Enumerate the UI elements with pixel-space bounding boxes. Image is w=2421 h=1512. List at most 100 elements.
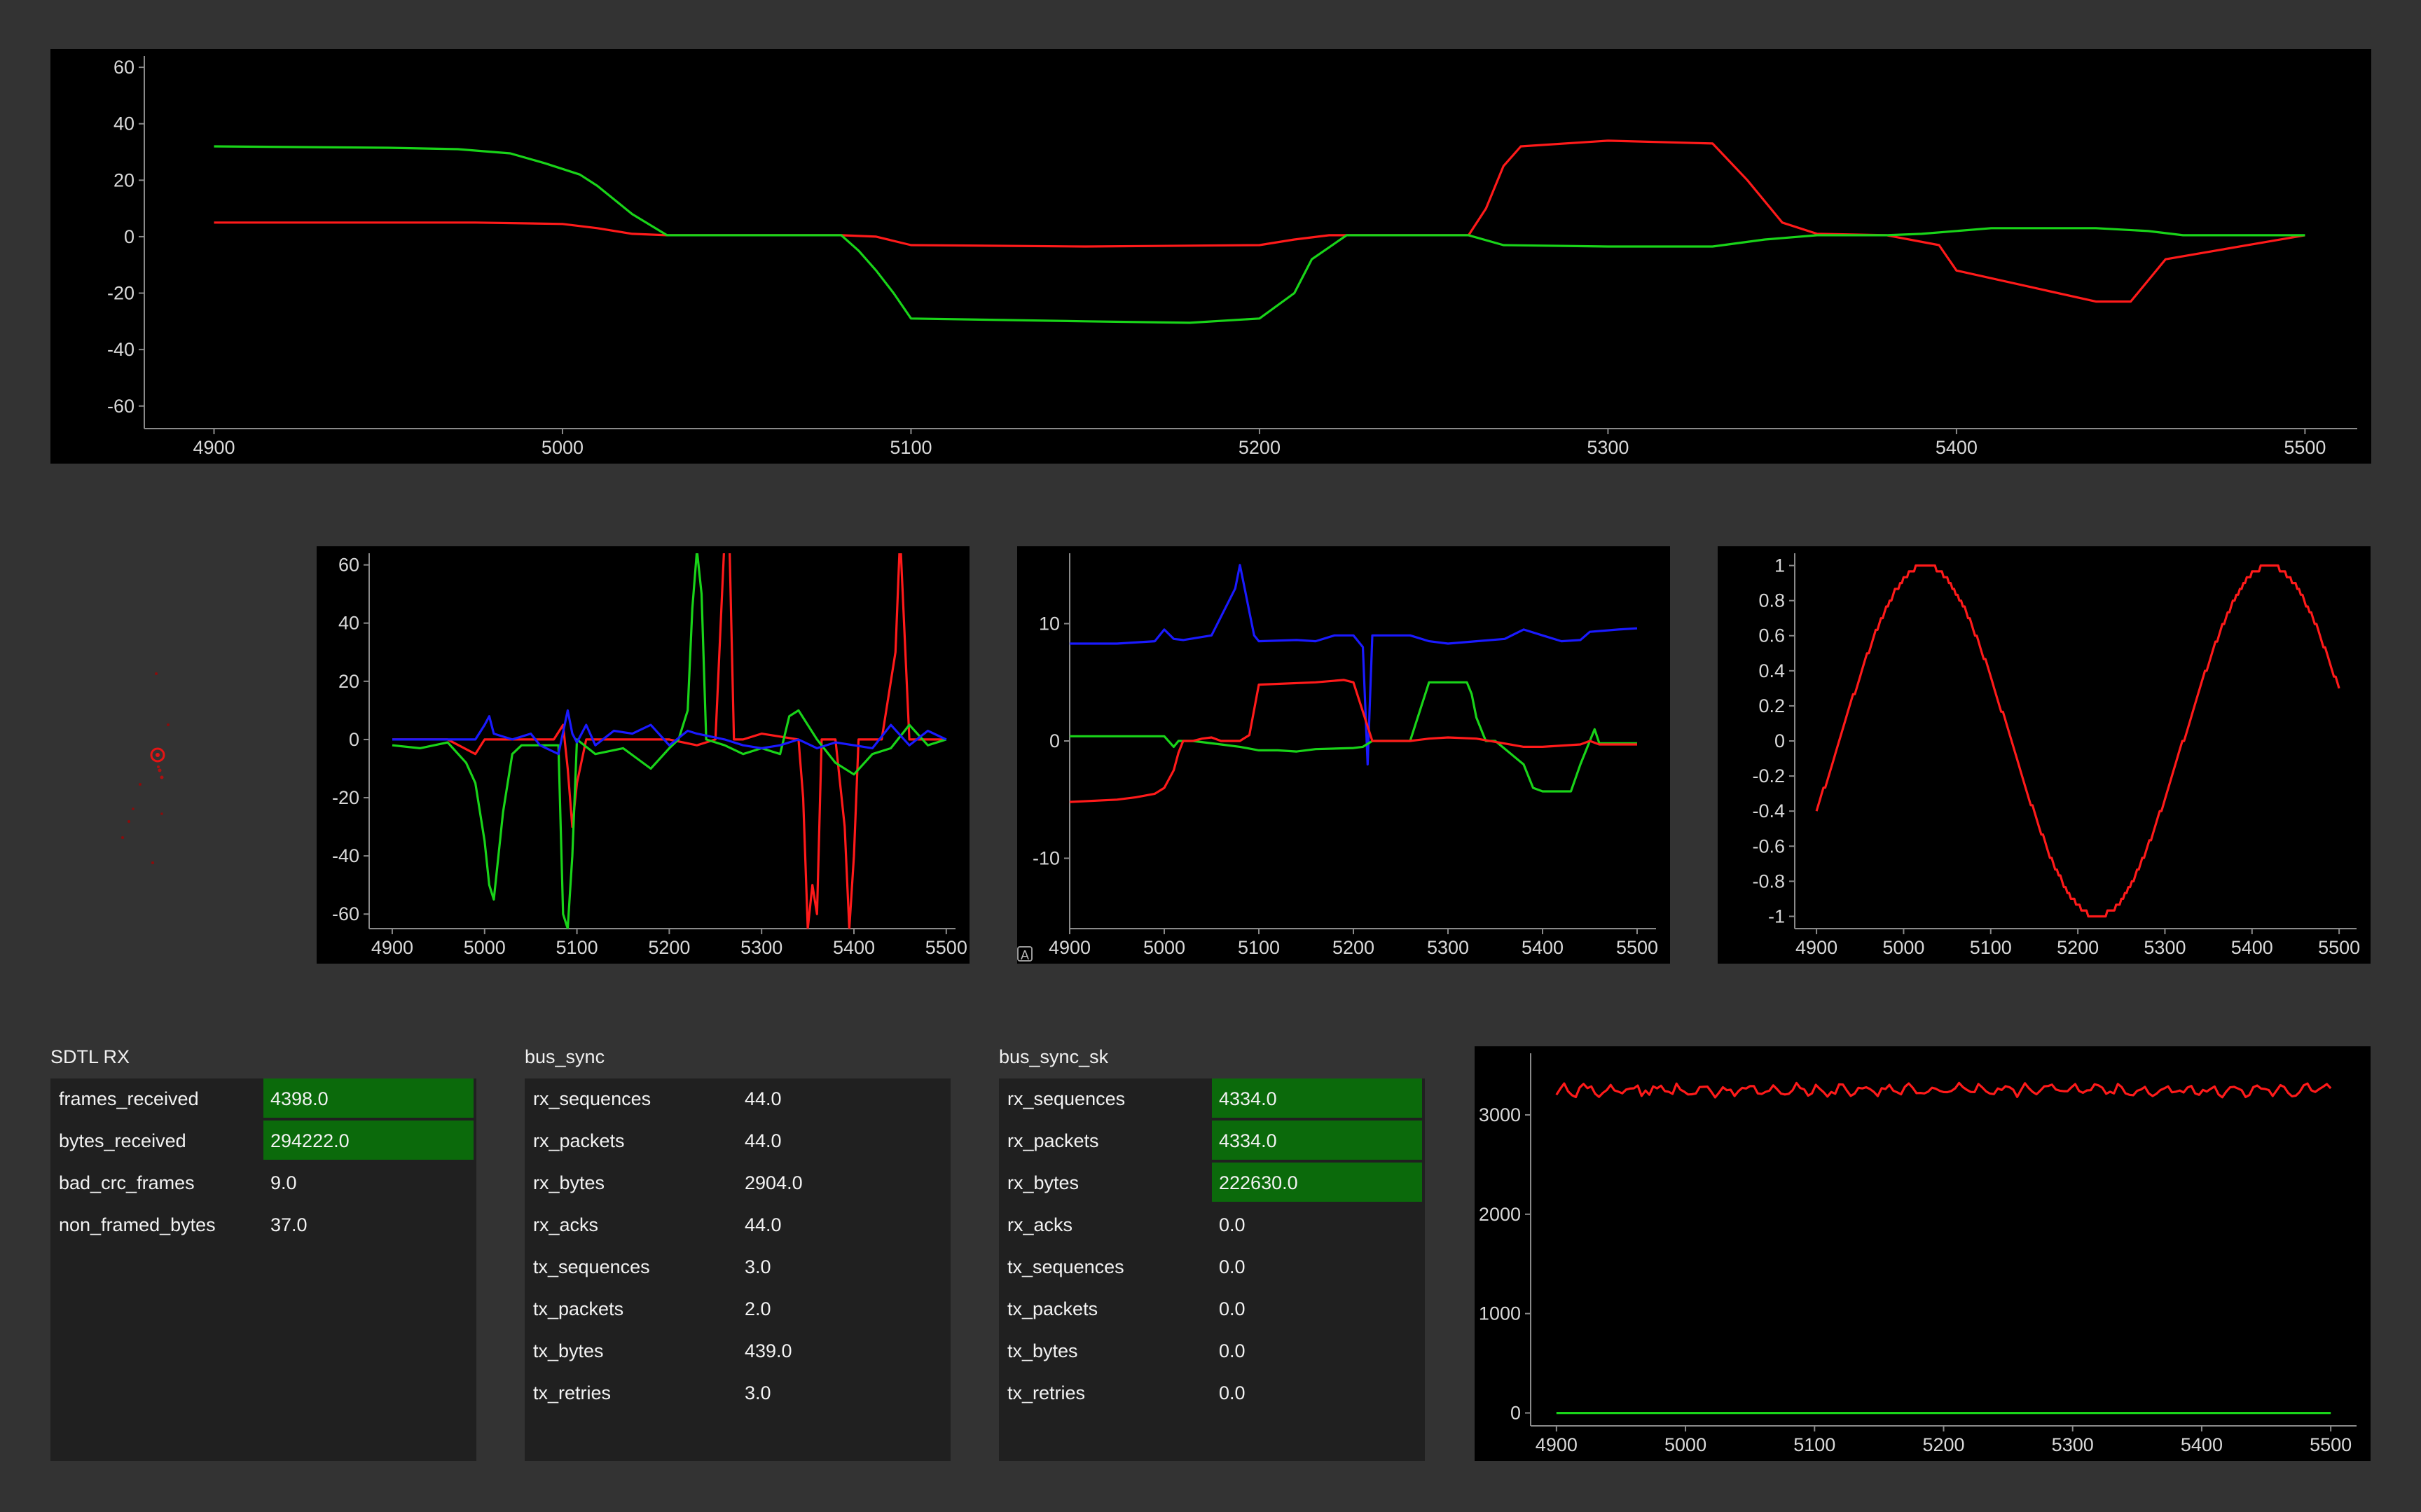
y-tick-label: 0.6	[1758, 625, 1785, 646]
y-tick-label: -20	[332, 787, 359, 808]
table-row: tx_sequences 0.0	[999, 1247, 1425, 1287]
row-key: frames_received	[59, 1088, 199, 1109]
row-value: 3.0	[745, 1382, 771, 1403]
row-key: rx_sequences	[1007, 1088, 1126, 1109]
row-value: 0.0	[1219, 1256, 1246, 1277]
x-tick-label: 4900	[371, 937, 413, 958]
scatter-point	[155, 672, 158, 675]
x-tick-label: 5000	[1143, 937, 1185, 958]
table-row: tx_retries 3.0	[525, 1373, 951, 1413]
row-value: 439.0	[745, 1340, 792, 1361]
scatter-point	[139, 783, 142, 786]
row-key: tx_packets	[1007, 1298, 1098, 1319]
series-red-line	[214, 139, 2305, 303]
table-title-sdtl-rx: SDTL RX	[50, 1046, 130, 1067]
x-tick-label: 5500	[2318, 937, 2360, 958]
y-tick-label: -0.6	[1752, 835, 1785, 856]
row-key: rx_packets	[1007, 1130, 1099, 1151]
y-tick-label: -20	[107, 283, 134, 304]
x-tick-label: 5200	[648, 937, 690, 958]
chart-svg: 4900 5000 5100 5200 5300 5400 5500 3000 2000 1000…	[1479, 1053, 2357, 1455]
y-tick-label: 20	[338, 671, 359, 692]
y-tick-label: -60	[107, 396, 134, 417]
chart-svg: 4900 5000 5100 5200 5300 5400 5500 1 0.8 0.6 0.4 0.…	[1752, 553, 2360, 958]
table-row: rx_packets 4334.0	[999, 1121, 1425, 1161]
y-tick-label: 0	[349, 729, 359, 750]
row-value: 2.0	[745, 1298, 771, 1319]
table-row: tx_bytes 439.0	[525, 1331, 951, 1371]
y-tick-label: 0	[124, 226, 134, 247]
row-key: tx_retries	[1007, 1382, 1086, 1403]
x-tick-label: 5300	[1587, 437, 1629, 458]
x-tick-label: 5300	[1427, 937, 1469, 958]
y-tick-label: -40	[332, 845, 359, 866]
table-row: rx_acks 0.0	[999, 1205, 1425, 1245]
row-value: 0.0	[1219, 1382, 1246, 1403]
scatter-point	[157, 765, 160, 768]
series-green-line	[214, 145, 2305, 324]
x-tick-label: 5000	[542, 437, 584, 458]
series-red-line	[1555, 1081, 2332, 1099]
y-tick-label: 1	[1774, 555, 1785, 576]
table-row: bytes_received 294222.0	[50, 1121, 476, 1161]
row-value: 9.0	[270, 1172, 297, 1193]
scatter-point	[167, 723, 170, 726]
plot-xyz-2[interactable]: 4900 5000 5100 5200 5300 5400 5500 10 0 -10	[1017, 546, 1670, 964]
table-sdtl-rx: frames_received 4398.0 bytes_received 29422…	[50, 1078, 476, 1461]
y-tick-label: 3000	[1479, 1104, 1521, 1125]
table-row: tx_packets 2.0	[525, 1289, 951, 1329]
x-tick-label: 4900	[1795, 937, 1837, 958]
y-tick-label: -40	[107, 339, 134, 360]
table-row: rx_sequences 44.0	[525, 1078, 951, 1119]
x-tick-label: 5500	[925, 937, 967, 958]
row-key: rx_acks	[1007, 1214, 1073, 1235]
x-tick-label: 5500	[2310, 1434, 2352, 1455]
row-key: non_framed_bytes	[59, 1214, 216, 1235]
row-value: 44.0	[745, 1214, 782, 1235]
y-tick-label: 0	[1774, 730, 1785, 751]
scatter-plot[interactable]	[70, 630, 280, 896]
row-value: 0.0	[1219, 1298, 1246, 1319]
row-value: 3.0	[745, 1256, 771, 1277]
scatter-points	[121, 672, 170, 864]
table-row: rx_packets 44.0	[525, 1121, 951, 1161]
x-tick-label: 5000	[464, 937, 506, 958]
y-tick-label: -60	[332, 903, 359, 924]
table-bus-sync-sk: rx_sequences 4334.0 rx_packets 4334.0 rx_byt…	[999, 1078, 1425, 1461]
series-green-line	[392, 553, 947, 929]
row-value: 44.0	[745, 1088, 782, 1109]
table-row: rx_bytes 2904.0	[525, 1163, 951, 1203]
row-value: 294222.0	[263, 1121, 474, 1160]
plot-xyz-1[interactable]: 4900 5000 5100 5200 5300 5400 5500 60 40 20 0 -20 -4…	[317, 546, 970, 964]
x-tick-label: 5400	[1936, 437, 1978, 458]
y-tick-label: -10	[1033, 848, 1060, 869]
y-tick-label: 60	[113, 57, 134, 78]
chart-svg: 4900 5000 5100 5200 5300 5400 5500 10 0 -10	[1033, 553, 1658, 958]
top-plot[interactable]: 4900 5000 5100 5200 5300 5400 5500 60 40 20 0 -20 -4…	[50, 49, 2371, 464]
series-red-line	[1070, 679, 1637, 803]
y-tick-label: 0	[1510, 1403, 1521, 1424]
table-title-bus-sync: bus_sync	[525, 1046, 605, 1067]
plot-sine[interactable]: 4900 5000 5100 5200 5300 5400 5500 1 0.8 0.6 0.4 0.…	[1718, 546, 2371, 964]
x-tick-label: 5300	[2144, 937, 2186, 958]
x-tick-label: 5100	[556, 937, 598, 958]
y-tick-label: 0.4	[1758, 660, 1785, 681]
plot-throughput[interactable]: 4900 5000 5100 5200 5300 5400 5500 3000 2000 1000…	[1475, 1046, 2371, 1461]
x-tick-label: 4900	[1049, 937, 1091, 958]
scatter-point	[160, 775, 164, 779]
row-value: 222630.0	[1212, 1163, 1422, 1202]
y-tick-label: 0.2	[1758, 695, 1785, 716]
x-tick-label: 5200	[1332, 937, 1374, 958]
y-tick-label: 40	[338, 613, 359, 634]
series-blue-line	[392, 709, 947, 756]
series-green-line	[1070, 681, 1637, 793]
x-tick-label: 5000	[1664, 1434, 1706, 1455]
y-tick-label: -1	[1768, 906, 1785, 927]
auto-scale-button[interactable]: A	[1017, 946, 1033, 962]
y-tick-label: -0.2	[1752, 765, 1785, 786]
y-tick-label: 20	[113, 169, 134, 190]
row-value: 4334.0	[1212, 1121, 1422, 1160]
chart-svg: 4900 5000 5100 5200 5300 5400 5500 60 40 20 0 -20 -4…	[332, 553, 967, 958]
row-key: tx_sequences	[533, 1256, 650, 1277]
table-row: tx_packets 0.0	[999, 1289, 1425, 1329]
